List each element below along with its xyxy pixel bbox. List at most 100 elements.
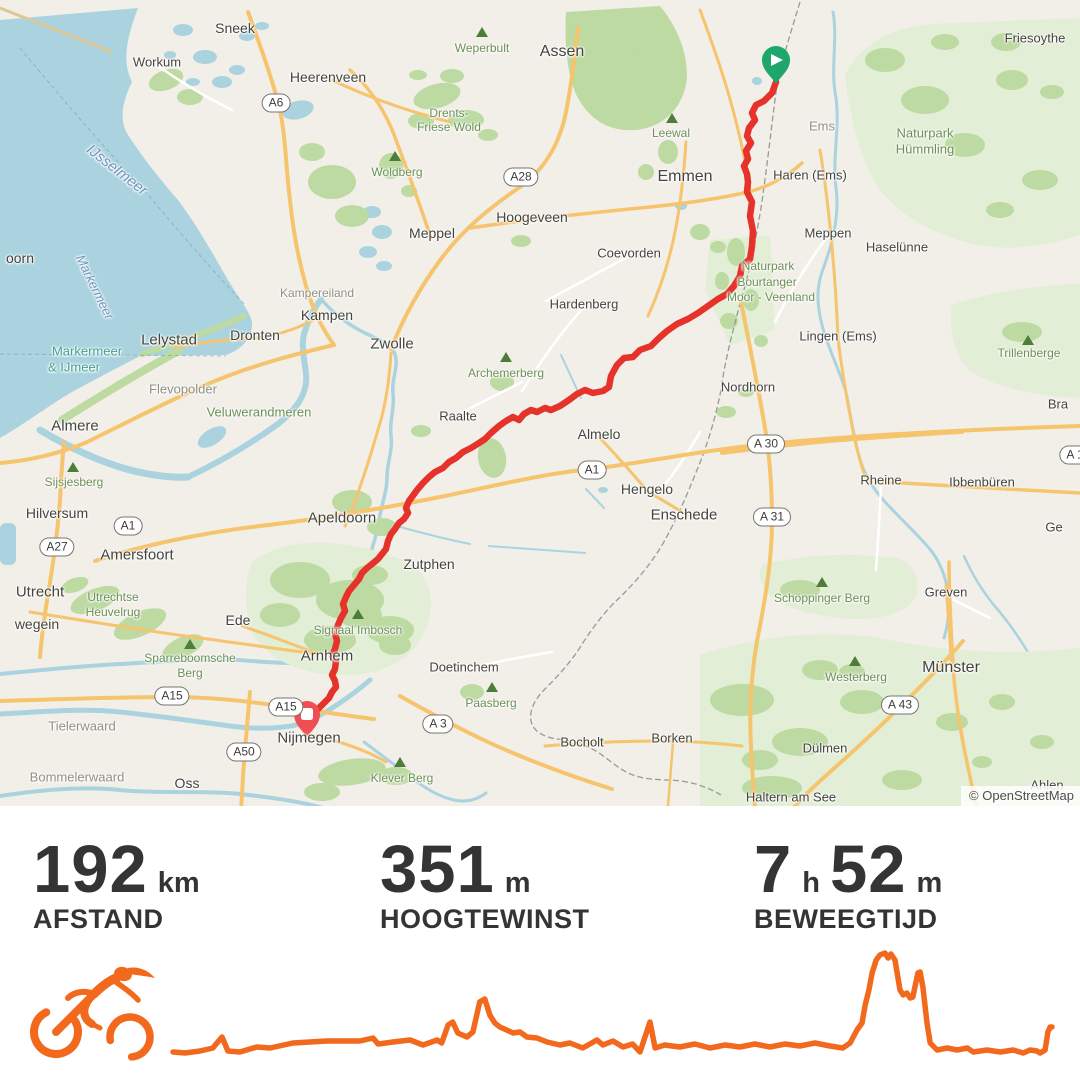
map-label: Nordhorn xyxy=(720,379,776,395)
map-label: Paasberg xyxy=(465,696,517,710)
map-label: wegein xyxy=(14,616,60,632)
map-label: Borken xyxy=(651,730,693,746)
map-label: Sparreboomsche xyxy=(144,651,236,665)
map-label: Leewal xyxy=(651,126,691,140)
map-label: Workum xyxy=(132,54,182,70)
map-label: Meppel xyxy=(409,225,455,241)
map-label: Doetinchem xyxy=(429,659,499,675)
map-label: Zutphen xyxy=(403,556,455,572)
peak-icon xyxy=(1022,335,1034,345)
map-label: Münster xyxy=(922,659,980,676)
map-label: Haselünne xyxy=(865,239,929,255)
map-label: Schöppinger Berg xyxy=(773,591,871,605)
map-label: Assen xyxy=(539,43,585,60)
boundary-layer xyxy=(0,1,801,796)
map-label: Trillenberge xyxy=(997,346,1061,360)
map-label: Lingen (Ems) xyxy=(799,328,877,344)
peak-icon xyxy=(352,609,364,619)
peak-icon xyxy=(184,639,196,649)
map-label: Heerenveen xyxy=(289,69,367,85)
map-label: Hengelo xyxy=(620,481,674,497)
map-label: Haltern am See xyxy=(745,789,837,805)
road-shield: A6 xyxy=(261,93,291,113)
map-label: Raalte xyxy=(439,408,477,424)
road-shield: A15 xyxy=(268,697,304,717)
map-label: Berg xyxy=(177,666,203,680)
road-shield: A50 xyxy=(226,742,262,762)
distance-value: 192 xyxy=(33,832,148,907)
map-label: Rheine xyxy=(860,472,902,488)
time-hours-unit: h xyxy=(802,867,820,899)
map-label: Dronten xyxy=(230,327,280,343)
water-layer xyxy=(0,8,1049,806)
map-label: Friese Wold xyxy=(417,120,481,134)
peak-icon xyxy=(486,682,498,692)
map-label: Hoogeveen xyxy=(496,209,568,225)
route-polyline xyxy=(303,78,780,727)
peak-icon xyxy=(476,27,488,37)
map-label: Kampen xyxy=(300,307,354,323)
peak-icon xyxy=(500,352,512,362)
map-label: Dülmen xyxy=(802,740,848,756)
map-label: Bocholt xyxy=(560,734,604,750)
map-label: Greven xyxy=(924,584,968,600)
map-label: Westerberg xyxy=(825,670,887,684)
distance-label: AFSTAND xyxy=(33,904,164,934)
peak-icon xyxy=(394,757,406,767)
stat-moving-time: 7 h 52 m BEWEEGTIJD xyxy=(754,836,942,935)
road-shield: A1 xyxy=(113,516,143,536)
map-label: Bommelerwaard xyxy=(29,769,125,785)
elevation-value: 351 xyxy=(380,832,495,907)
map-label: Zwolle xyxy=(370,335,414,353)
map-label: Oss xyxy=(174,775,200,791)
map-label: Arnhem xyxy=(300,647,354,665)
osm-attribution: © OpenStreetMap xyxy=(961,786,1080,806)
map-label: Weperbult xyxy=(454,41,510,55)
map-label: Drents- xyxy=(429,106,469,120)
map-label: Haren (Ems) xyxy=(773,167,847,183)
map-graphics xyxy=(0,1,1080,806)
map-label: Woldberg xyxy=(371,165,423,179)
map-label: Friesoythe xyxy=(1004,30,1066,46)
map-label: Hardenberg xyxy=(549,296,619,312)
map-label: Almere xyxy=(51,417,99,435)
map-label: Heuvelrug xyxy=(85,605,141,619)
map-label: Bra xyxy=(1047,396,1069,412)
map-label: Tielerwaard xyxy=(48,718,116,734)
cyclist-icon xyxy=(29,966,155,1061)
map-label: Naturpark xyxy=(896,125,954,141)
time-minutes-unit: m xyxy=(916,867,943,899)
moving-time-label: BEWEEGTIJD xyxy=(754,904,938,934)
map-label: Archemerberg xyxy=(467,366,545,380)
map-label: Utrechtse xyxy=(87,590,139,604)
forest-layer xyxy=(58,6,1080,806)
road-shield: A28 xyxy=(503,167,539,187)
map-label: Meppen xyxy=(804,225,852,241)
stat-distance: 192 km AFSTAND xyxy=(33,836,200,935)
map-label: Hümmling xyxy=(895,141,955,157)
map-label: & IJmeer xyxy=(47,359,101,375)
map-label: Ede xyxy=(225,612,251,628)
map-label: Sneek xyxy=(215,20,255,36)
distance-unit: km xyxy=(157,867,200,899)
map-label: Veluwerandmeren xyxy=(206,404,312,420)
road-shield: A 30 xyxy=(746,434,786,454)
map-label: Kampereiland xyxy=(279,286,355,300)
map-label: Amersfoort xyxy=(100,546,174,564)
map-label: Klever Berg xyxy=(370,771,434,785)
elevation-polyline xyxy=(170,950,1055,1056)
map-label: Almelo xyxy=(577,426,621,442)
start-marker-icon xyxy=(762,46,790,84)
elevation-unit: m xyxy=(504,867,531,899)
map-label: Hilversum xyxy=(25,505,89,521)
elevation-label: HOOGTEWINST xyxy=(380,904,590,934)
road-shield: A1 xyxy=(577,460,607,480)
map-label: Lelystad xyxy=(141,331,197,349)
map-label: Naturpark xyxy=(741,259,795,273)
peak-icon xyxy=(389,151,401,161)
map-label: Signaal Imbosch xyxy=(313,623,403,637)
road-shield: A 3 xyxy=(422,714,454,734)
road-shield: A 43 xyxy=(880,695,920,715)
map-label: Emmen xyxy=(657,168,713,185)
